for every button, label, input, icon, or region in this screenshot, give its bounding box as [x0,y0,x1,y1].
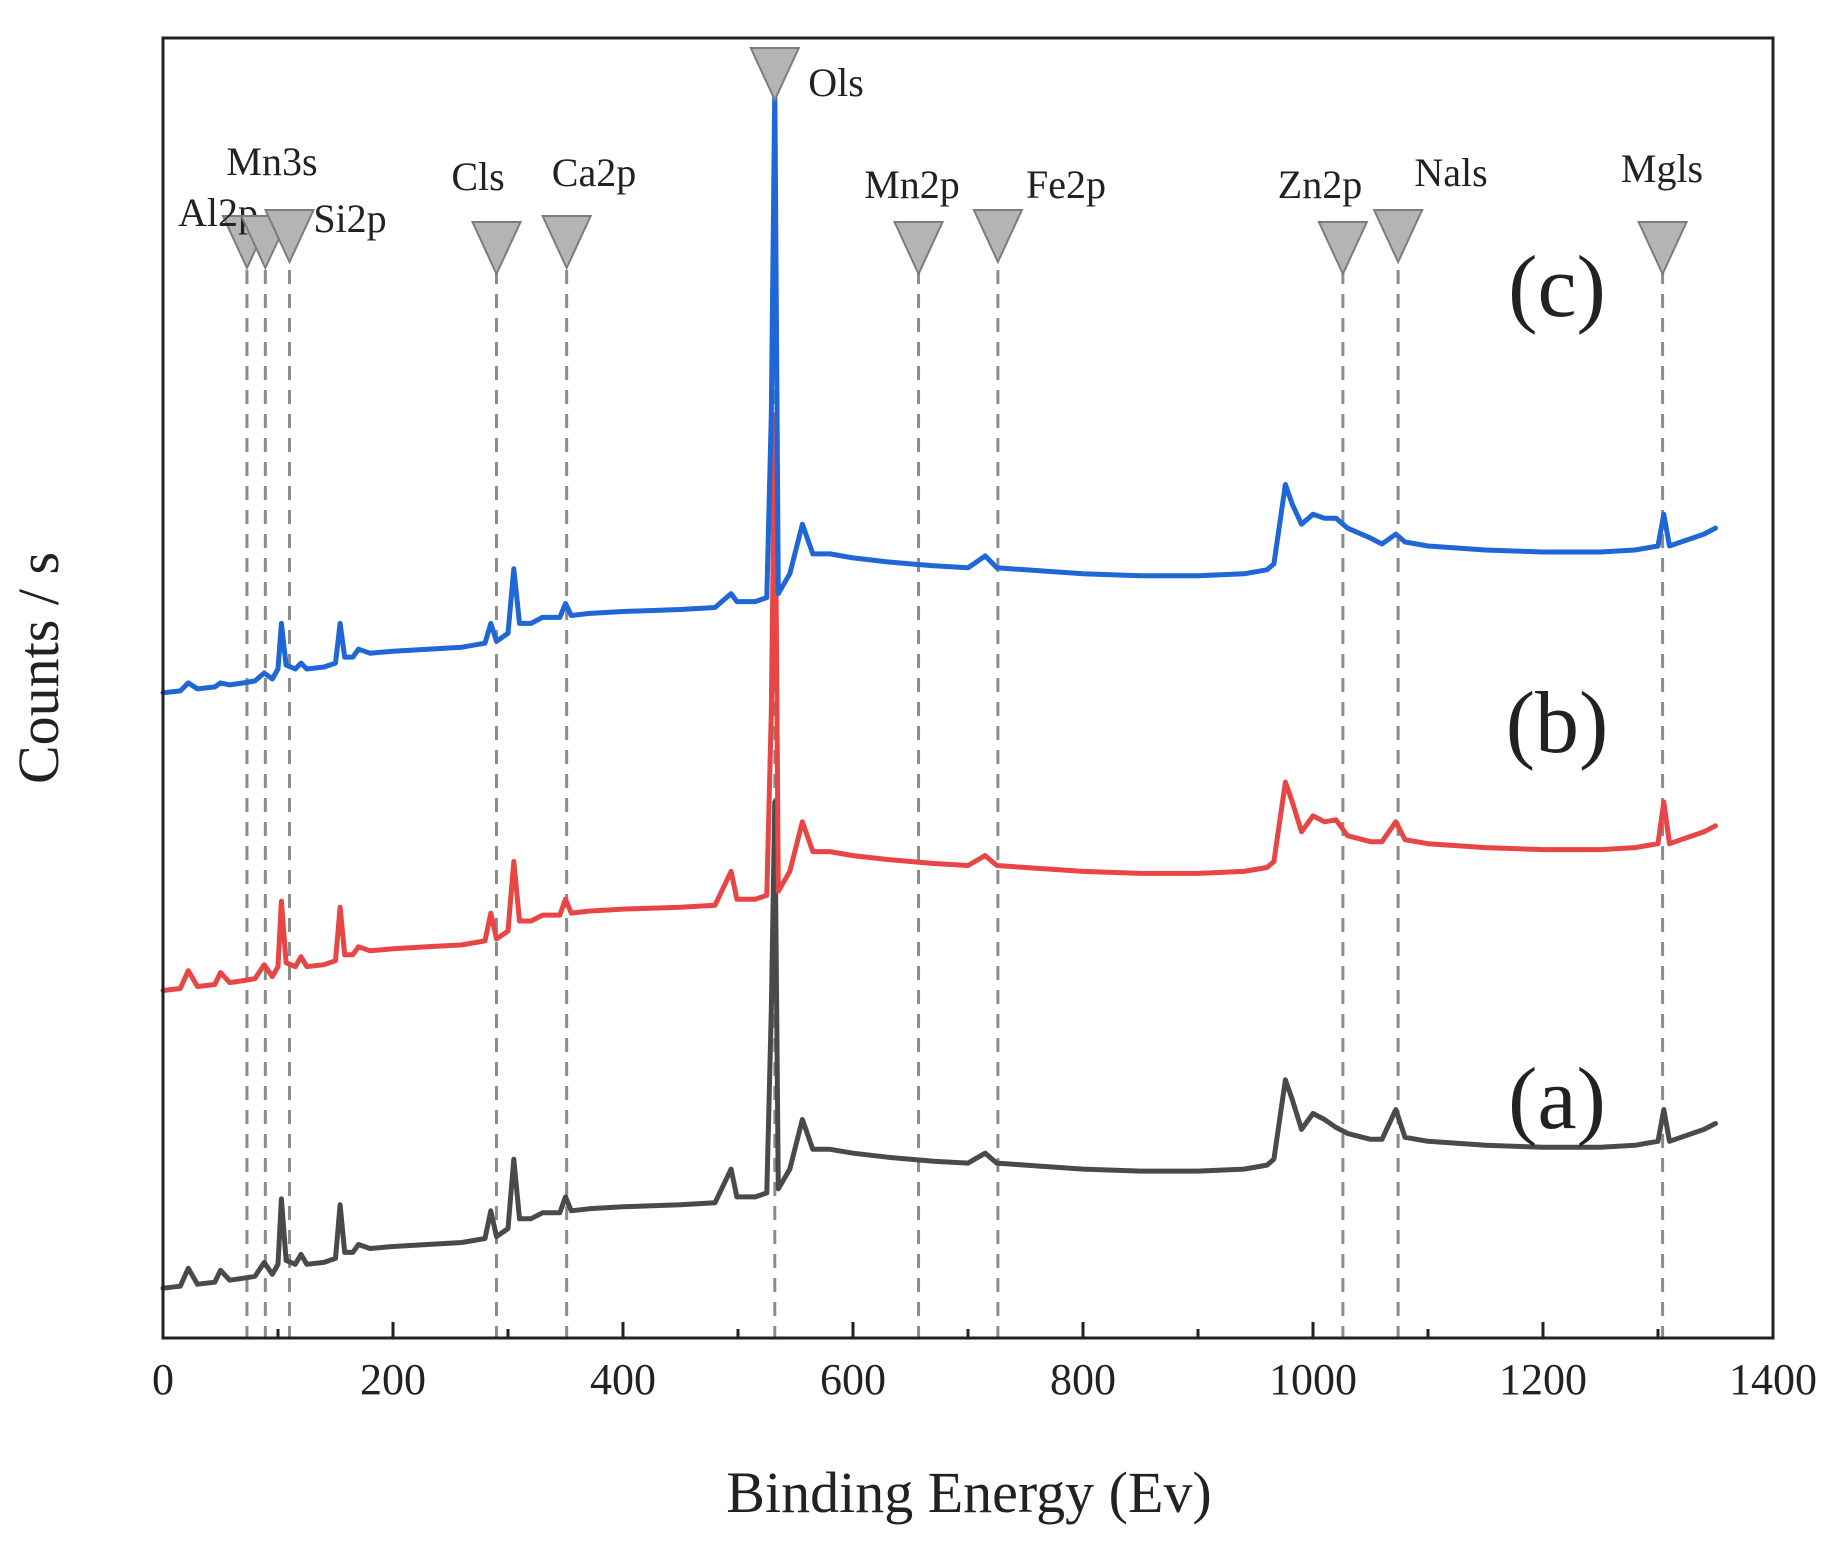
series-line [160,799,1718,1291]
peak-label: Si2p [313,196,386,241]
series-label: (a) [1508,1051,1606,1148]
peak-label: Mn3s [226,139,317,184]
x-tick-label: 0 [152,1355,174,1404]
x-tick-label: 600 [820,1355,886,1404]
peak-markers: Al2p Mn3s Si2p Cls Ca2p Ols Mn2p Fe2p Zn2p Nals Mg… [178,47,1703,277]
peak-label: Nals [1414,150,1487,195]
x-tick-label: 200 [360,1355,426,1404]
x-axis-title: Binding Energy (Ev) [726,1460,1211,1525]
y-axis-title: Counts / s [6,552,71,784]
x-tick-label: 1200 [1499,1355,1587,1404]
peak-label: Cls [451,154,504,199]
series-line [160,412,1718,993]
x-tick-label: 400 [590,1355,656,1404]
series-line [160,85,1718,696]
x-tick-label: 1000 [1269,1355,1357,1404]
peak-label: Zn2p [1278,162,1362,207]
x-tick-label: 800 [1050,1355,1116,1404]
peak-label: Mn2p [864,162,960,207]
peak-marker-triangle [263,209,316,265]
peak-label: Mgls [1621,146,1703,191]
x-tick-label: 1400 [1729,1355,1817,1404]
peak-label: Ols [808,60,864,105]
peak-marker-triangle [541,215,593,271]
peak-marker-triangle [1317,221,1369,277]
series-label: (c) [1508,239,1606,336]
peak-marker-triangle [1372,209,1424,265]
peak-marker-triangle [749,47,801,103]
spectra-series [160,85,1718,1291]
peak-label: Ca2p [552,150,636,195]
series-label: (b) [1506,675,1609,772]
peak-marker-triangle [1637,221,1689,277]
peak-marker-triangle [892,221,945,277]
peak-marker-triangle [470,221,523,277]
peak-label: Al2p [178,190,258,235]
series-labels: (a) (b) (c) [1506,239,1609,1148]
axes: 0 200 400 600 800 1000 1200 1400 [152,36,1817,1404]
peak-label: Fe2p [1026,162,1106,207]
peak-marker-triangle [972,209,1024,265]
